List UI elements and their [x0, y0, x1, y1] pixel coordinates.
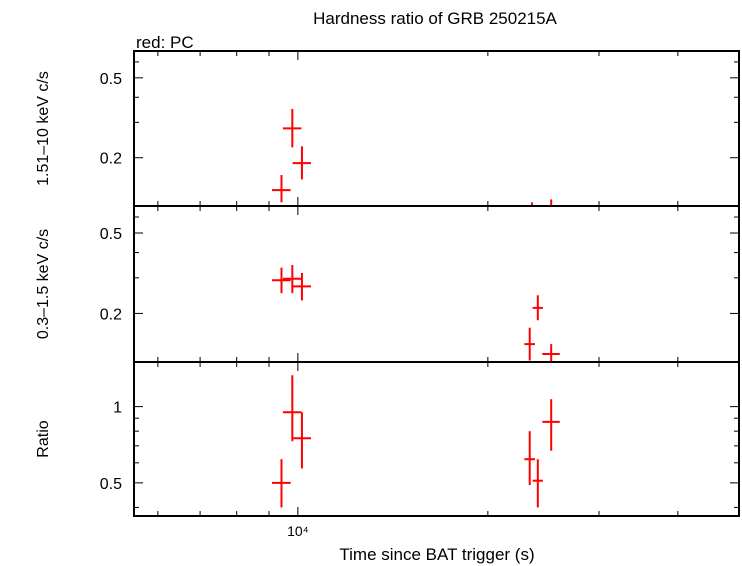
panel-frame [133, 50, 740, 207]
panel-hard: 0.2 0.5 1.51–10 keV c/s [35, 50, 740, 207]
data-point [532, 295, 543, 321]
data-point [282, 265, 302, 294]
data-point [272, 175, 291, 203]
x-tick-label: 10⁴ [287, 523, 309, 539]
y-axis-label: 0.3–1.5 keV c/s [35, 229, 52, 339]
data-point [272, 267, 291, 294]
data-point [292, 146, 311, 180]
data-point [292, 272, 311, 301]
panel-frame [133, 205, 740, 363]
y-tick-label: 0.2 [100, 151, 122, 168]
data-point [282, 375, 302, 442]
data-point [542, 399, 560, 451]
data-point [272, 459, 291, 508]
x-axis-label: Time since BAT trigger (s) [339, 545, 534, 564]
data-point [292, 412, 311, 469]
y-axis-label: 1.51–10 keV c/s [35, 71, 52, 186]
panel-soft: 0.2 0.5 0.3–1.5 keV c/s [35, 205, 740, 363]
data-point [532, 459, 543, 508]
panel-ratio: 0.5 1 Ratio [35, 361, 740, 517]
y-tick-label: 0.5 [100, 71, 122, 88]
data-point [524, 431, 535, 486]
data-point [542, 344, 560, 362]
y-tick-label: 0.5 [100, 226, 122, 243]
panel-data [272, 265, 560, 362]
panel-frame [133, 361, 740, 517]
panel-data [272, 108, 553, 206]
y-tick-label: 0.2 [100, 306, 122, 323]
chart-title: Hardness ratio of GRB 250215A [313, 9, 557, 28]
data-point [524, 327, 535, 361]
y-axis-label: Ratio [35, 420, 52, 457]
panel-data [272, 375, 560, 508]
chart-subtitle: red: PC [136, 33, 194, 52]
y-tick-label: 0.5 [100, 476, 122, 493]
data-point [282, 108, 302, 148]
panels: 10⁴ 0.2 0.5 1.51–10 keV c/s 0.2 0.5 0.3–1.5 ke… [35, 50, 740, 539]
y-tick-label: 1 [113, 400, 122, 417]
